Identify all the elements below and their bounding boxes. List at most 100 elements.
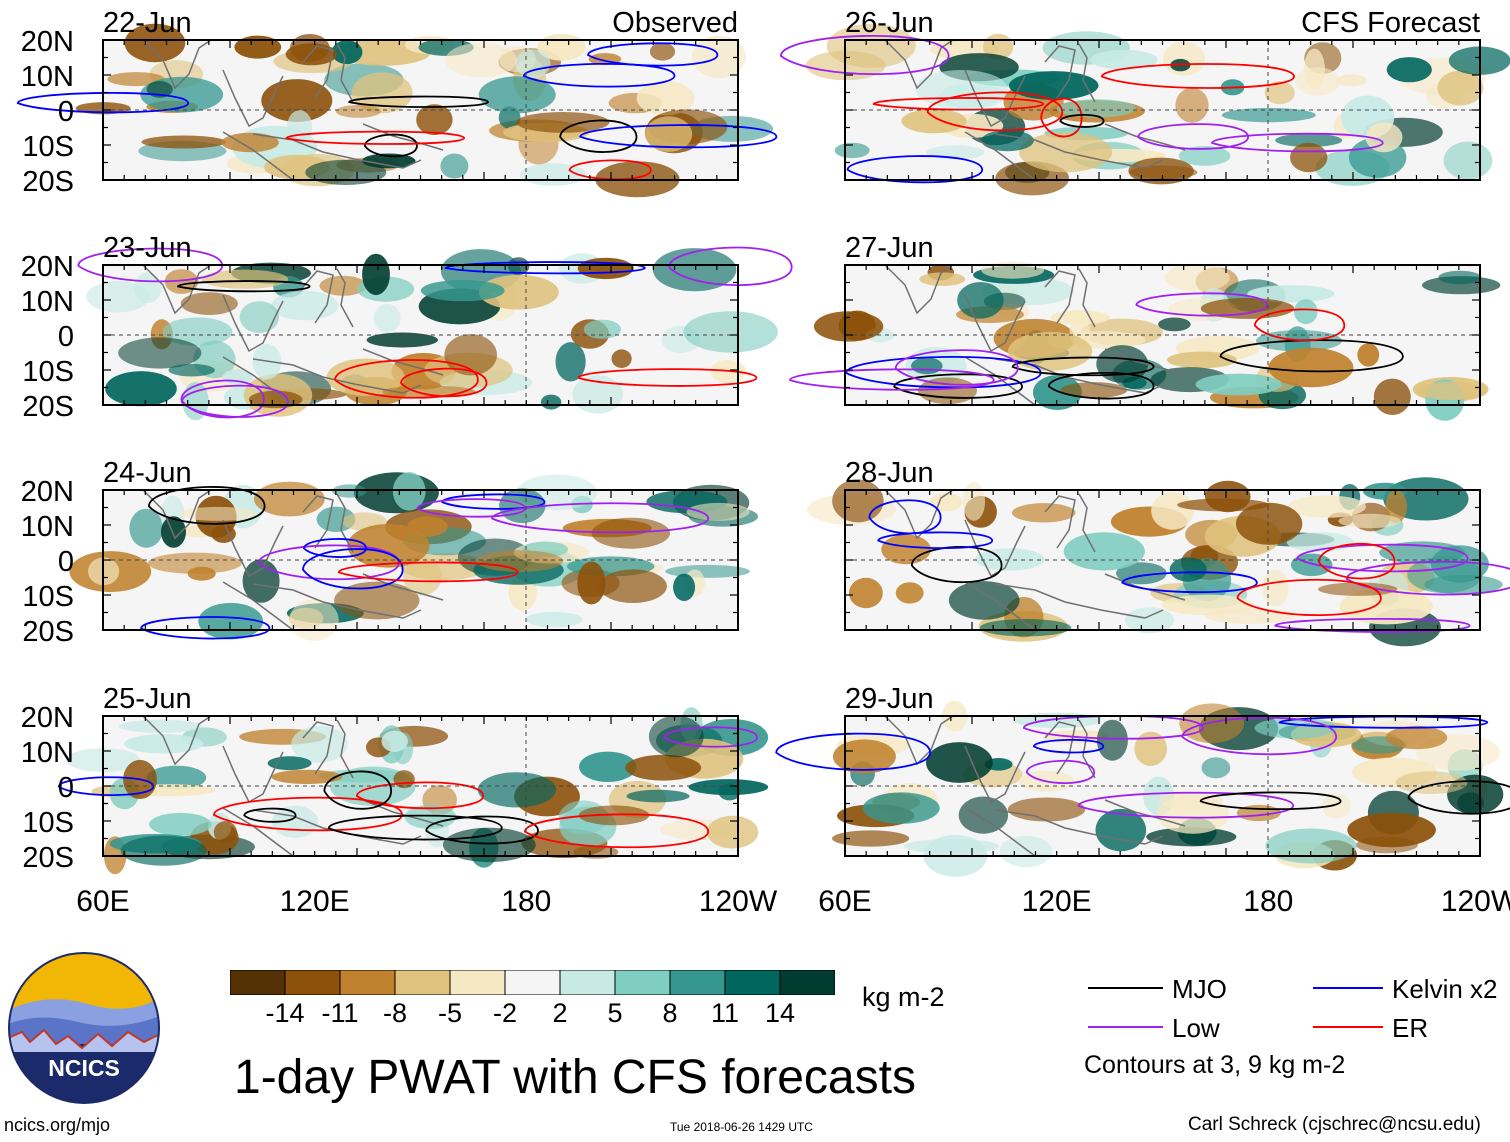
er-contour bbox=[337, 561, 519, 583]
lat-label: 20S bbox=[22, 166, 74, 198]
pwat-anomaly-blob bbox=[1008, 331, 1093, 371]
lat-label: 20N bbox=[21, 251, 74, 283]
pwat-anomaly-blob bbox=[688, 779, 769, 796]
pwat-anomaly-blob bbox=[958, 796, 1009, 834]
pwat-anomaly-blob bbox=[1295, 67, 1340, 96]
er-contour bbox=[334, 359, 479, 399]
low-contour bbox=[789, 368, 995, 391]
pwat-anomaly-blob bbox=[1268, 347, 1354, 388]
pwat-anomaly-blob bbox=[957, 282, 1004, 319]
pwat-anomaly-blob bbox=[1063, 532, 1145, 571]
legend-note: Contours at 3, 9 kg m-2 bbox=[1084, 1051, 1346, 1079]
pwat-anomaly-blob bbox=[141, 135, 227, 149]
legend-label-er: ER bbox=[1392, 1013, 1429, 1043]
coastline bbox=[336, 719, 354, 779]
mjo-contour bbox=[1199, 791, 1342, 811]
pwat-anomaly-blob bbox=[975, 548, 1045, 571]
mjo-contour bbox=[1059, 114, 1105, 128]
pwat-anomaly-blob bbox=[335, 105, 381, 118]
coastline bbox=[884, 264, 954, 315]
mjo-contour bbox=[1219, 339, 1404, 373]
mjo-contour bbox=[425, 815, 539, 845]
pwat-anomaly-blob bbox=[1011, 503, 1076, 523]
pwat-anomaly-blob bbox=[1165, 263, 1230, 292]
colorbar-swatch bbox=[449, 969, 506, 996]
lat-label: 20N bbox=[21, 26, 74, 58]
pwat-anomaly-blob bbox=[1179, 703, 1245, 744]
lat-label: 0 bbox=[58, 546, 74, 578]
lat-label: 10S bbox=[22, 807, 74, 839]
logo-text: NCICS bbox=[48, 1055, 120, 1081]
panel-date: 28-Jun bbox=[845, 457, 934, 489]
pwat-anomaly-blob bbox=[832, 739, 896, 774]
lat-label: 20S bbox=[22, 616, 74, 648]
pwat-anomaly-blob bbox=[178, 506, 258, 521]
pwat-anomaly-blob bbox=[1096, 719, 1128, 761]
pwat-anomaly-blob bbox=[1339, 588, 1433, 625]
colorbar-swatches bbox=[229, 969, 836, 996]
pwat-anomaly-blob bbox=[1156, 795, 1230, 834]
colorbar-label: -2 bbox=[492, 998, 518, 1028]
ncics-logo: NCICS bbox=[8, 952, 160, 1104]
pwat-anomaly-blob bbox=[525, 611, 583, 628]
pwat-anomaly-blob bbox=[1013, 712, 1102, 728]
colorbar-label: 8 bbox=[662, 998, 678, 1028]
er-contour bbox=[212, 796, 403, 832]
low-contour bbox=[1181, 716, 1338, 756]
pwat-anomaly-blob bbox=[361, 153, 416, 169]
pwat-anomaly-blob bbox=[583, 319, 622, 339]
coastline bbox=[142, 39, 212, 90]
pwat-anomaly-blob bbox=[636, 81, 695, 116]
kelvin-contour bbox=[16, 91, 190, 114]
er-contour bbox=[1317, 542, 1396, 580]
low-contour bbox=[416, 498, 527, 518]
kelvin-contour bbox=[140, 616, 271, 640]
pwat-anomaly-blob bbox=[445, 42, 518, 78]
panel-date: 29-Jun bbox=[845, 683, 934, 715]
lon-label: 60E bbox=[76, 885, 129, 918]
panel-date: 22-Jun bbox=[103, 7, 192, 39]
pwat-anomaly-blob bbox=[373, 303, 401, 333]
pwat-anomaly-blob bbox=[1134, 731, 1167, 766]
footer-url[interactable]: ncics.org/mjo bbox=[4, 1115, 111, 1135]
pwat-anomaly-blob bbox=[926, 742, 993, 783]
pwat-anomaly-blob bbox=[285, 43, 338, 66]
low-contour bbox=[1077, 791, 1295, 819]
lat-label: 10S bbox=[22, 131, 74, 163]
colorbar-swatch bbox=[559, 969, 616, 996]
lat-label: 0 bbox=[58, 96, 74, 128]
legend-label-kelvin: Kelvin x2 bbox=[1392, 974, 1498, 1004]
panel-date: 24-Jun bbox=[103, 457, 192, 489]
pwat-anomaly-blob bbox=[392, 472, 426, 511]
kelvin-contour bbox=[57, 776, 155, 796]
coastline bbox=[222, 745, 284, 804]
pwat-anomaly-blob bbox=[895, 582, 924, 604]
colorbar-swatch bbox=[394, 969, 451, 996]
pwat-anomaly-blob bbox=[577, 561, 606, 605]
pwat-anomaly-blob bbox=[919, 272, 966, 286]
pwat-anomaly-blob bbox=[813, 311, 884, 342]
colorbar-label: 14 bbox=[764, 998, 796, 1028]
colorbar-label: 5 bbox=[607, 998, 623, 1028]
pwat-anomaly-blob bbox=[1235, 502, 1303, 545]
low-contour bbox=[180, 384, 289, 418]
pwat-anomaly-blob bbox=[1158, 317, 1191, 332]
pwat-anomaly-blob bbox=[162, 317, 233, 346]
legend-lines-left bbox=[1088, 987, 1163, 1028]
mjo-contour bbox=[1407, 780, 1510, 815]
lon-label: 120W bbox=[699, 885, 778, 918]
pwat-anomaly-blob bbox=[261, 79, 333, 122]
coastline bbox=[222, 294, 284, 353]
coastline bbox=[1104, 348, 1186, 376]
pwat-anomaly-blob bbox=[673, 573, 696, 601]
kelvin-contour bbox=[522, 63, 676, 88]
pwat-anomaly-blob bbox=[476, 550, 564, 572]
pwat-anomaly-blob bbox=[201, 269, 289, 289]
pwat-anomaly-blob bbox=[1385, 490, 1407, 524]
pwat-anomaly-blob bbox=[1090, 49, 1158, 70]
coastline bbox=[142, 489, 212, 540]
low-contour bbox=[1137, 123, 1250, 150]
